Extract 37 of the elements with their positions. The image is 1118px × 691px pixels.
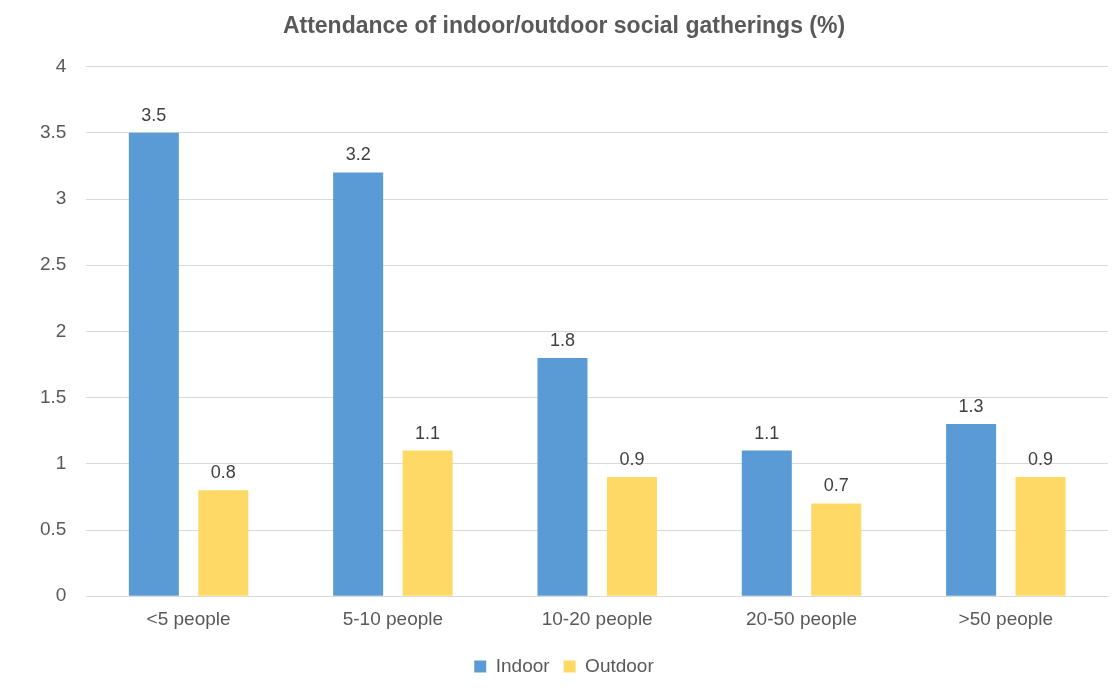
data-label: 3.2 xyxy=(345,144,371,165)
data-label: 0.9 xyxy=(619,449,645,470)
bar xyxy=(128,132,179,596)
y-tick-label: 1.5 xyxy=(39,385,67,407)
bar xyxy=(606,477,657,596)
y-tick-label: 0 xyxy=(55,584,67,606)
data-label: 3.5 xyxy=(141,104,167,125)
bar xyxy=(1015,477,1066,596)
data-label: 0.7 xyxy=(823,475,849,496)
x-tick-label: >50 people xyxy=(958,607,1054,629)
bar xyxy=(811,503,862,596)
chart-title: Attendance of indoor/outdoor social gatherings (%) xyxy=(282,12,846,39)
bar xyxy=(946,424,997,596)
x-tick-label: 20-50 people xyxy=(746,607,857,629)
data-label: 1.1 xyxy=(415,422,441,443)
bar xyxy=(402,450,453,596)
y-tick-label: 3 xyxy=(55,187,67,209)
bar xyxy=(333,172,384,596)
data-label: 1.1 xyxy=(754,422,780,443)
x-tick-label: 5-10 people xyxy=(342,607,444,629)
legend-label: Outdoor xyxy=(585,654,655,676)
x-tick-label: <5 people xyxy=(146,607,231,629)
data-label: 1.3 xyxy=(958,396,984,417)
y-tick-label: 4 xyxy=(55,54,67,76)
data-label: 1.8 xyxy=(549,329,575,350)
y-tick-label: 2.5 xyxy=(39,253,67,275)
bar xyxy=(537,357,588,596)
y-tick-label: 3.5 xyxy=(39,121,67,143)
bar xyxy=(741,450,792,596)
data-label: 0.9 xyxy=(1028,449,1054,470)
data-label: 0.8 xyxy=(210,462,236,483)
y-tick-label: 2 xyxy=(55,319,67,341)
y-tick-label: 0.5 xyxy=(39,518,67,540)
legend-label: Indoor xyxy=(495,654,551,676)
bar xyxy=(198,490,249,596)
x-tick-label: 10-20 people xyxy=(541,607,653,629)
y-tick-label: 1 xyxy=(55,452,67,474)
